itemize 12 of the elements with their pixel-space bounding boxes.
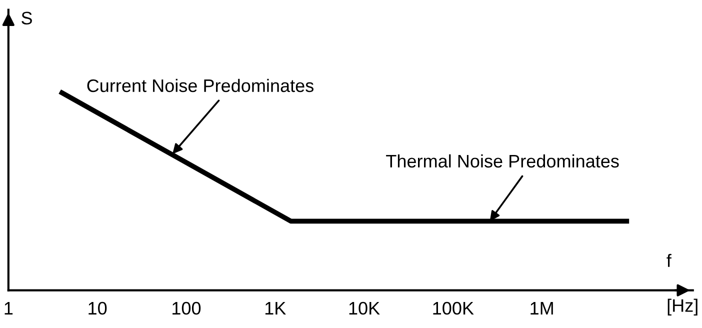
text: [Hz] (668, 298, 698, 316)
y-axis-title: S (22, 12, 32, 25)
x-tick-label: 100K (433, 302, 474, 315)
x-axis-title: f (666, 254, 672, 267)
annotation: Current Noise Predominates (87, 78, 314, 92)
x-tick-label: 10K (349, 302, 380, 315)
x-tick-label: 100 (172, 302, 201, 315)
x-tick-label: 1K (265, 302, 286, 314)
x-tick-label: 1M (530, 302, 553, 314)
x-tick-label: 1 (4, 302, 13, 314)
annotation: Thermal Noise Predominates (386, 154, 619, 168)
x-tick-label: 10 (88, 302, 107, 315)
